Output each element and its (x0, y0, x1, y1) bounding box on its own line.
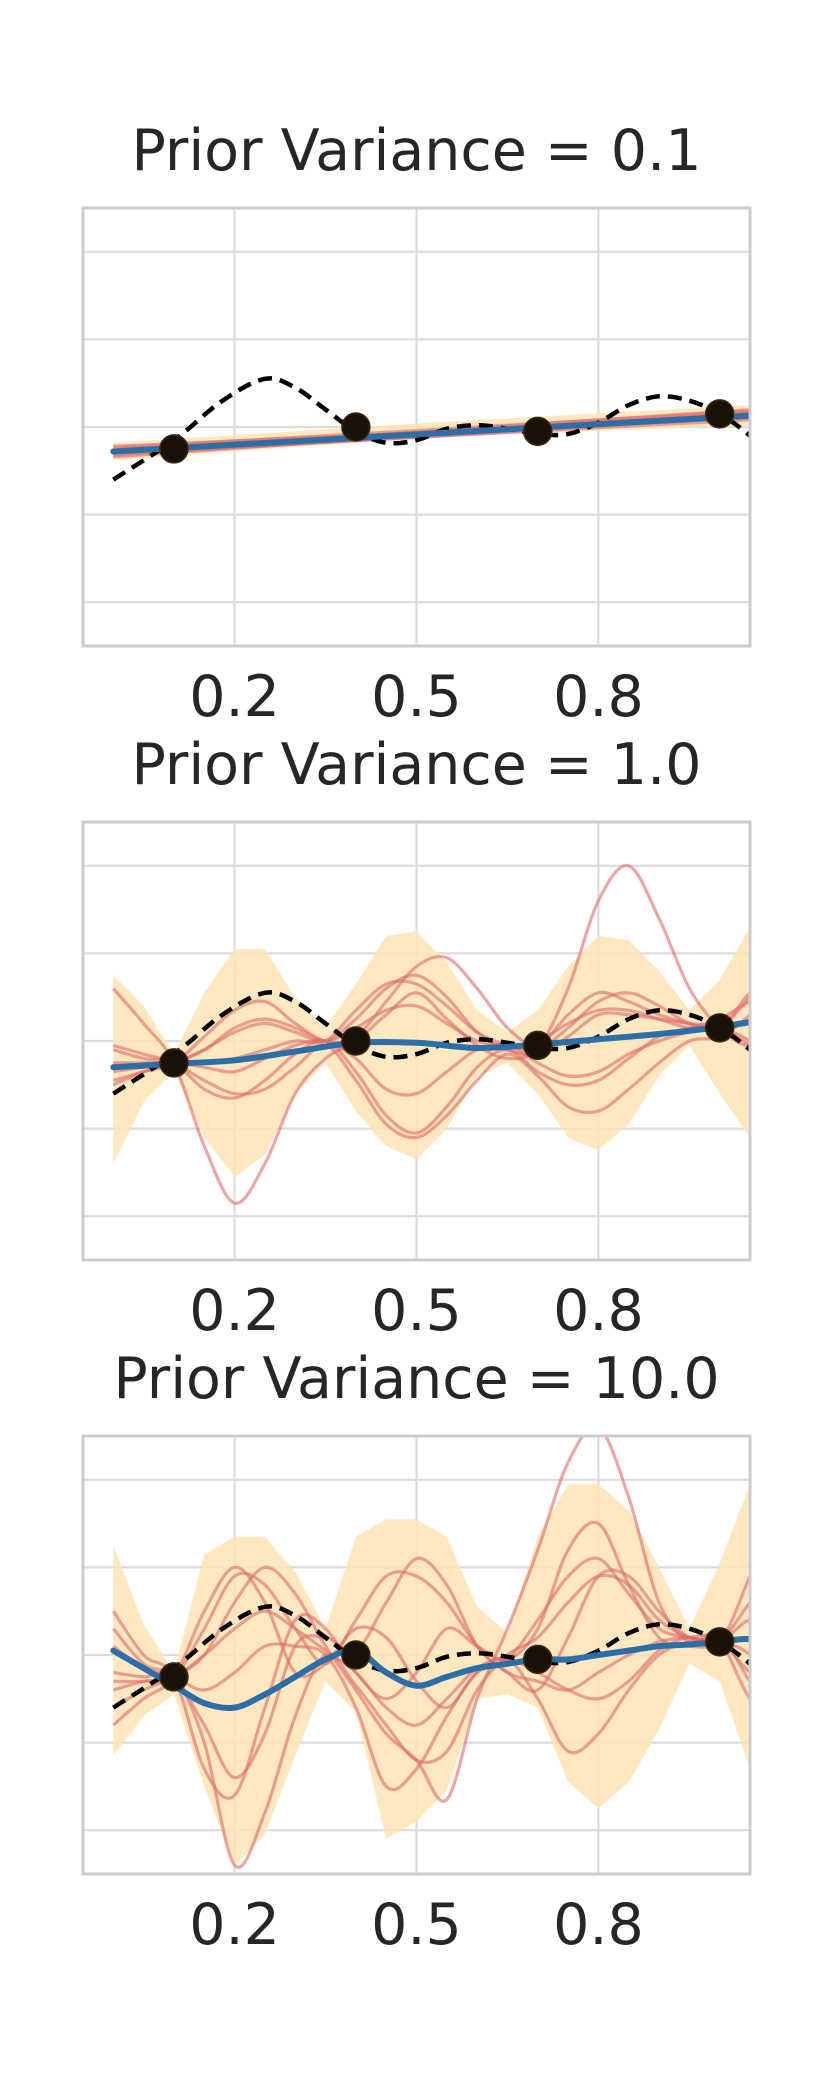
x-tick-label: 0.5 (371, 1892, 462, 1958)
axes-frame (81, 206, 752, 648)
x-tick-label: 0.5 (371, 1278, 462, 1344)
true-function-line (112, 376, 750, 482)
posterior-sample-line (112, 1637, 750, 1792)
true-function-line (112, 1604, 750, 1710)
plot-area (110, 376, 750, 482)
posterior-sample-line (112, 1570, 750, 1692)
panel-1: Prior Variance = 0.1 0.2 0.5 0.8 (81, 118, 752, 730)
observation-point (341, 412, 371, 442)
axes-frame (81, 1434, 752, 1876)
x-tick-label: 0.8 (553, 664, 644, 730)
panel-title: Prior Variance = 0.1 (132, 118, 702, 184)
posterior-sample-line (111, 1520, 750, 1800)
posterior-mean-line (110, 1018, 750, 1071)
x-tick-label: 0.2 (189, 664, 280, 730)
x-tick-label: 0.5 (371, 664, 462, 730)
axes-frame (81, 820, 752, 1262)
observation-point (704, 1627, 735, 1657)
panel-3: Prior Variance = 10.0 0.2 0.5 0.8 (81, 1346, 752, 1958)
observation-point (523, 416, 553, 447)
uncertainty-band (113, 1484, 750, 1866)
x-tick-label: 0.8 (553, 1278, 644, 1344)
posterior-sample-line (113, 1573, 750, 1869)
observation-point (523, 1030, 553, 1061)
observation-point (704, 399, 735, 429)
observation-point (704, 1013, 735, 1043)
observation-point (341, 1640, 371, 1670)
panel-2: Prior Variance = 1.0 0.2 0.5 0.8 (81, 732, 752, 1344)
plot-area (110, 864, 750, 1205)
uncertainty-band (113, 927, 750, 1177)
posterior-sample-line (112, 1436, 750, 1803)
observation-point (523, 1644, 553, 1675)
observation-point (159, 434, 189, 464)
posterior-sample-line (112, 1012, 750, 1140)
panel-title: Prior Variance = 10.0 (113, 1346, 719, 1412)
plot-area (110, 1436, 750, 1869)
x-tick-label: 0.8 (553, 1892, 644, 1958)
x-tick-label: 0.2 (189, 1892, 280, 1958)
posterior-sample-line (113, 1025, 750, 1097)
true-function-line (112, 990, 750, 1096)
observation-point (341, 1026, 371, 1056)
posterior-sample-line (112, 1556, 750, 1727)
posterior-mean-line (110, 412, 750, 455)
posterior-mean-line (110, 1635, 750, 1712)
observation-point (159, 1048, 189, 1078)
panel-title: Prior Variance = 1.0 (132, 732, 702, 798)
observation-point (159, 1662, 189, 1692)
posterior-sample-line (112, 864, 750, 1205)
x-tick-label: 0.2 (189, 1278, 280, 1344)
posterior-sample-line (112, 954, 750, 1087)
posterior-sample-line (113, 1003, 750, 1070)
